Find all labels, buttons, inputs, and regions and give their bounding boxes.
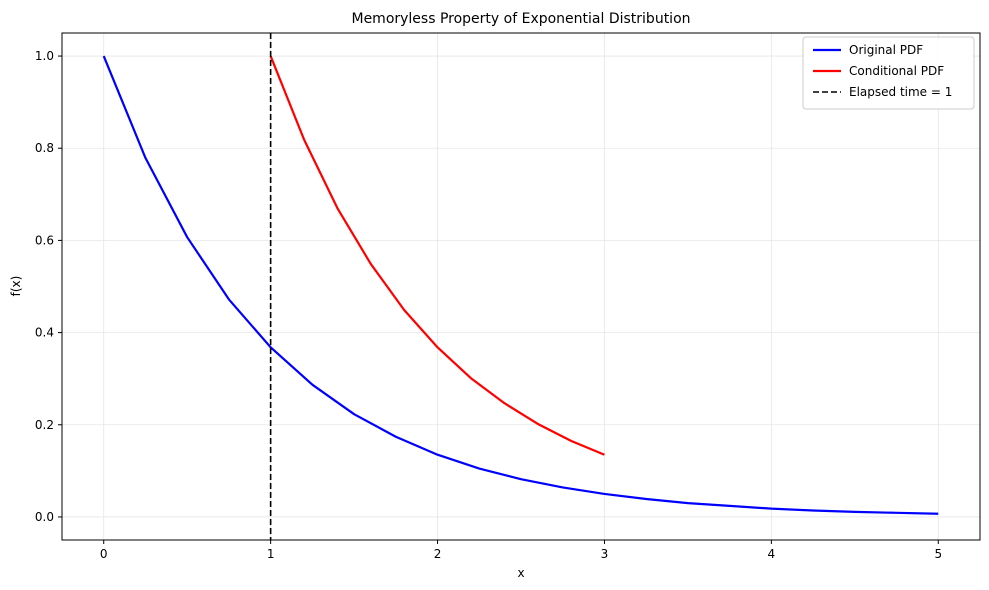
- y-axis-label: f(x): [9, 276, 23, 297]
- legend-label: Elapsed time = 1: [849, 85, 952, 99]
- x-tick-label: 4: [768, 547, 776, 561]
- y-tick-label: 0.0: [35, 510, 54, 524]
- series-line-conditional-pdf: [269, 55, 605, 456]
- y-tick-label: 0.4: [35, 326, 54, 340]
- y-tick-label: 0.2: [35, 418, 54, 432]
- legend-frame: [802, 36, 975, 110]
- chart-title: Memoryless Property of Exponential Distr…: [351, 11, 690, 27]
- x-axis-ticks: 0 1 2 3 4 5: [100, 540, 942, 561]
- legend-label: Conditional PDF: [849, 64, 944, 78]
- x-tick-label: 1: [267, 547, 275, 561]
- x-tick-label: 3: [601, 547, 609, 561]
- y-axis-ticks: 0.0 0.2 0.4 0.6 0.8 1.0: [35, 49, 62, 524]
- legend-label: Original PDF: [849, 43, 923, 57]
- x-tick-label: 5: [934, 547, 942, 561]
- x-tick-label: 0: [100, 547, 108, 561]
- x-tick-label: 2: [434, 547, 442, 561]
- y-tick-label: 0.6: [35, 233, 54, 247]
- grid: [62, 33, 980, 540]
- plot-frame: [61, 32, 981, 541]
- y-tick-label: 1.0: [35, 49, 54, 63]
- legend: Original PDF Conditional PDF Elapsed time …: [802, 36, 975, 110]
- y-tick-label: 0.8: [35, 141, 54, 155]
- series-line-original-pdf: [102, 55, 939, 515]
- plot-lines: [102, 33, 939, 540]
- x-axis-label: x: [517, 566, 524, 580]
